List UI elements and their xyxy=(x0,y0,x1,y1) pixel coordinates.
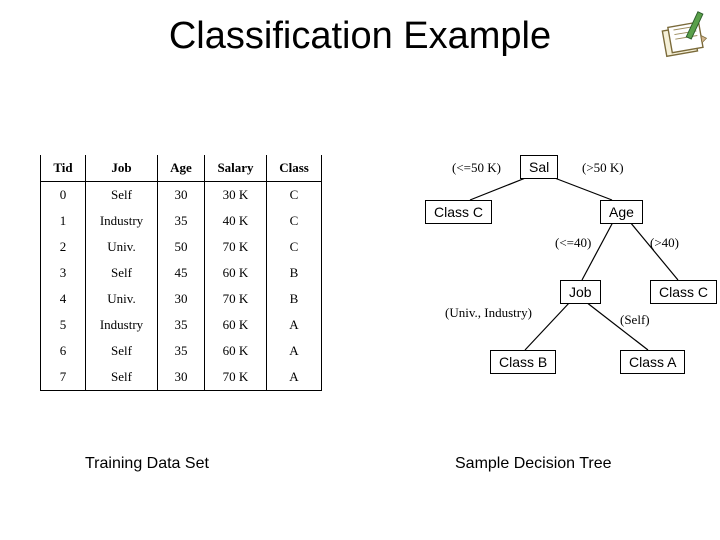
table-cell: 60 K xyxy=(205,312,267,338)
table-cell: A xyxy=(267,338,322,364)
table-cell: B xyxy=(267,286,322,312)
table-caption: Training Data Set xyxy=(85,455,209,473)
table-cell: 45 xyxy=(158,260,205,286)
table-cell: A xyxy=(267,364,322,391)
table-row: 6Self3560 KA xyxy=(41,338,322,364)
table-cell: 60 K xyxy=(205,260,267,286)
table-header-row: Tid Job Age Salary Class xyxy=(41,155,322,182)
table-cell: 35 xyxy=(158,312,205,338)
table-cell: Self xyxy=(86,260,158,286)
table-row: 4Univ.3070 KB xyxy=(41,286,322,312)
tree-node-classc-left: Class C xyxy=(425,200,492,224)
table-cell: 3 xyxy=(41,260,86,286)
edge-label-self: (Self) xyxy=(620,312,650,328)
table-row: 3Self4560 KB xyxy=(41,260,322,286)
edge-label-univind: (Univ., Industry) xyxy=(445,305,532,321)
table-cell: 5 xyxy=(41,312,86,338)
table-cell: Self xyxy=(86,364,158,391)
table-cell: Self xyxy=(86,338,158,364)
table-cell: 6 xyxy=(41,338,86,364)
col-tid: Tid xyxy=(41,155,86,182)
table-cell: C xyxy=(267,234,322,260)
table-cell: Industry xyxy=(86,208,158,234)
table-row: 7Self3070 KA xyxy=(41,364,322,391)
table-row: 1Industry3540 KC xyxy=(41,208,322,234)
table-cell: 30 K xyxy=(205,182,267,209)
col-salary: Salary xyxy=(205,155,267,182)
table-cell: 70 K xyxy=(205,286,267,312)
table-cell: 40 K xyxy=(205,208,267,234)
table-cell: 30 xyxy=(158,286,205,312)
table-cell: 50 xyxy=(158,234,205,260)
table-cell: 70 K xyxy=(205,364,267,391)
tree-node-classb: Class B xyxy=(490,350,556,374)
table-cell: 4 xyxy=(41,286,86,312)
col-job: Job xyxy=(86,155,158,182)
table-cell: 30 xyxy=(158,364,205,391)
table-cell: Self xyxy=(86,182,158,209)
edge-label-gt50k: (>50 K) xyxy=(582,160,624,176)
edge-label-gt40: (>40) xyxy=(650,235,679,251)
table-cell: 0 xyxy=(41,182,86,209)
table-cell: C xyxy=(267,208,322,234)
tree-node-job: Job xyxy=(560,280,601,304)
book-pencil-icon xyxy=(657,8,712,63)
table-cell: 35 xyxy=(158,208,205,234)
table-row: 2Univ.5070 KC xyxy=(41,234,322,260)
table-cell: 60 K xyxy=(205,338,267,364)
table-cell: 30 xyxy=(158,182,205,209)
table-row: 0Self3030 KC xyxy=(41,182,322,209)
training-data-table: Tid Job Age Salary Class 0Self3030 KC1In… xyxy=(40,155,322,391)
table-cell: 7 xyxy=(41,364,86,391)
table-cell: 70 K xyxy=(205,234,267,260)
tree-caption: Sample Decision Tree xyxy=(455,455,612,473)
table-cell: 35 xyxy=(158,338,205,364)
tree-node-sal: Sal xyxy=(520,155,558,179)
table-cell: 1 xyxy=(41,208,86,234)
tree-node-age: Age xyxy=(600,200,643,224)
table-cell: Univ. xyxy=(86,234,158,260)
tree-node-classc-right: Class C xyxy=(650,280,717,304)
col-class: Class xyxy=(267,155,322,182)
table-cell: B xyxy=(267,260,322,286)
table-cell: Industry xyxy=(86,312,158,338)
table-cell: 2 xyxy=(41,234,86,260)
table-cell: Univ. xyxy=(86,286,158,312)
col-age: Age xyxy=(158,155,205,182)
tree-node-classa: Class A xyxy=(620,350,685,374)
table-row: 5Industry3560 KA xyxy=(41,312,322,338)
table-cell: A xyxy=(267,312,322,338)
page-title: Classification Example xyxy=(0,15,720,58)
table-cell: C xyxy=(267,182,322,209)
edge-label-le50k: (<=50 K) xyxy=(452,160,501,176)
edge-label-le40: (<=40) xyxy=(555,235,591,251)
